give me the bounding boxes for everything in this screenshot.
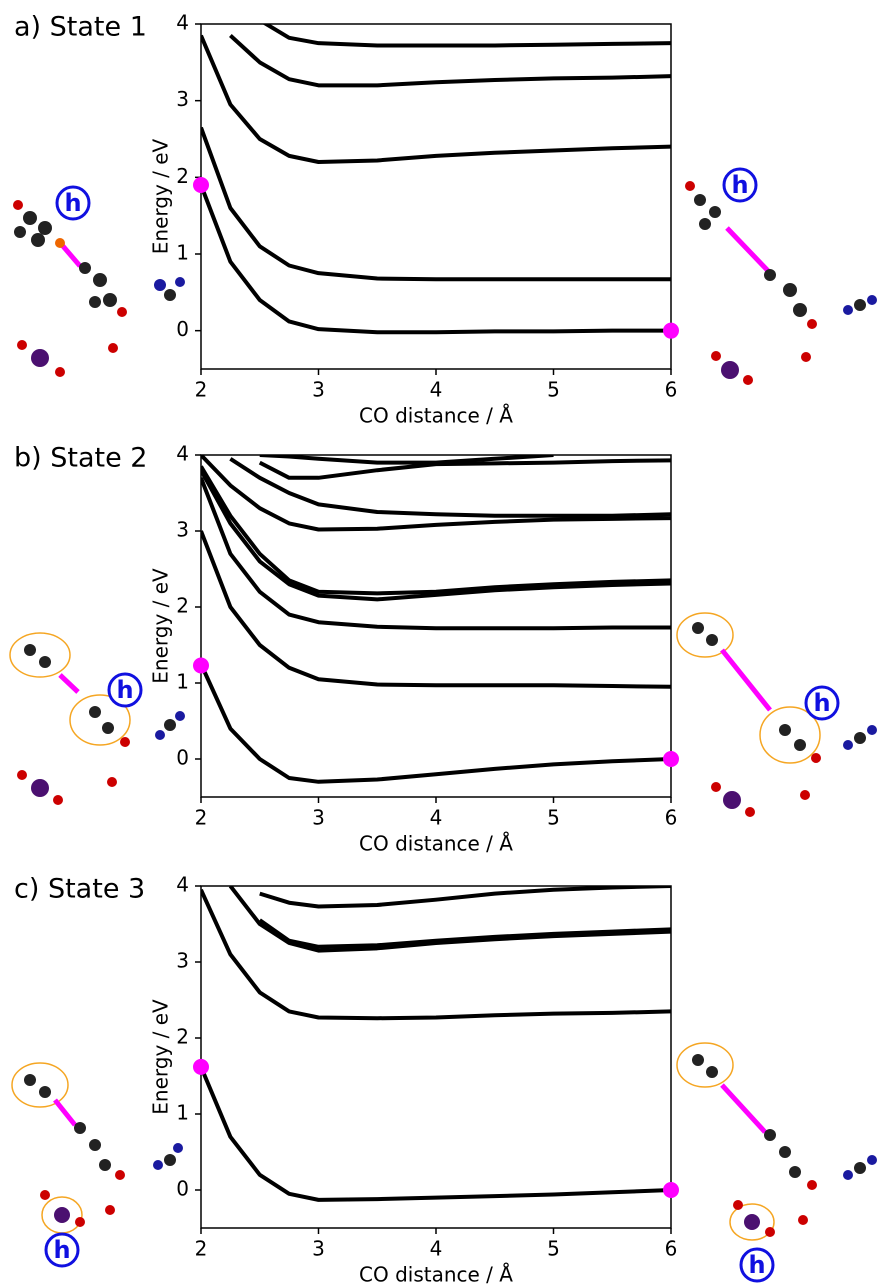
plot-frame [200,454,672,798]
energy-curve [229,457,671,518]
panel-title: c) State 3 [14,874,145,905]
energy-curve [259,455,554,465]
molecule-right-b [676,612,877,817]
y-tick-label: 3 [176,518,189,542]
y-tick-label: 4 [176,442,189,466]
molecule-right-c [676,1042,877,1241]
state-point [663,751,679,767]
y-axis-label: Energy / eV [149,568,173,684]
y-tick-label: 1 [176,670,189,694]
energy-curve [201,184,671,335]
hole-badge [107,672,143,708]
plot-area [201,455,671,784]
x-tick-label: 5 [547,806,560,830]
plot-frame [200,23,672,370]
hole-badge [804,685,840,721]
x-tick-label: 6 [665,1237,678,1261]
y-tick-label: 2 [176,594,189,618]
x-tick-label: 2 [195,806,208,830]
hole-label: h [64,189,81,217]
hole-label: h [116,676,133,704]
energy-curve [201,530,671,689]
y-tick-label: 3 [176,87,189,111]
energy-curve [201,34,671,164]
hole-badge [44,1232,80,1268]
hole-label: h [53,1236,70,1264]
x-tick-label: 3 [312,1237,325,1261]
x-tick-label: 4 [430,806,443,830]
x-tick-label: 3 [312,378,325,402]
y-tick-label: 2 [176,164,189,188]
energy-curve [201,1066,671,1202]
energy-curve [201,888,671,1021]
x-tick-label: 5 [547,378,560,402]
y-tick-label: 3 [176,949,189,973]
hole-label: h [748,1251,765,1279]
hole-label: h [731,171,748,199]
x-tick-label: 5 [547,1237,560,1261]
energy-curve [259,886,671,909]
x-axis-label: CO distance / Å [359,832,513,856]
y-axis-label: Energy / eV [149,138,173,254]
x-tick-label: 2 [195,378,208,402]
energy-curve [258,458,671,480]
molecule-right-a [685,181,877,385]
energy-curve [228,886,671,953]
x-tick-label: 4 [430,378,443,402]
plot-area [201,24,671,335]
panel-title: b) State 2 [14,443,147,474]
y-tick-label: 0 [176,317,189,341]
molecule-left-b [9,632,185,805]
energy-curve [201,469,671,602]
y-tick-label: 2 [176,1025,189,1049]
molecule-left-c [11,1062,183,1234]
state-point [193,1058,209,1075]
energy-curve [258,918,671,949]
x-tick-label: 4 [430,1237,443,1261]
state-point [193,177,209,193]
hole-label: h [813,689,830,717]
x-axis-label: CO distance / Å [359,404,513,428]
energy-curve [201,477,671,631]
molecule-left-a [13,200,185,377]
energy-curve [201,663,671,784]
hole-badge [739,1247,775,1283]
hole-badge [55,185,91,221]
plot-frame [200,885,672,1229]
x-tick-label: 6 [665,806,678,830]
energy-curve [201,126,671,282]
y-tick-label: 4 [176,11,189,35]
state-point [663,1182,679,1198]
x-tick-label: 3 [312,806,325,830]
y-tick-label: 1 [176,1101,189,1125]
energy-curve [201,465,671,596]
x-tick-label: 6 [665,378,678,402]
y-tick-label: 0 [176,1177,189,1201]
energy-curve [229,34,671,88]
energy-curve [201,455,671,532]
y-axis-label: Energy / eV [149,999,173,1115]
state-point [663,322,679,339]
x-tick-label: 2 [195,1237,208,1261]
x-axis-label: CO distance / Å [359,1263,513,1287]
energy-curve [262,24,671,48]
hole-badge [722,167,758,203]
state-point [193,657,209,674]
y-tick-label: 0 [176,746,189,770]
y-tick-label: 4 [176,873,189,897]
panel-title: a) State 1 [14,12,147,43]
plot-area [201,886,671,1202]
y-tick-label: 1 [176,241,189,265]
